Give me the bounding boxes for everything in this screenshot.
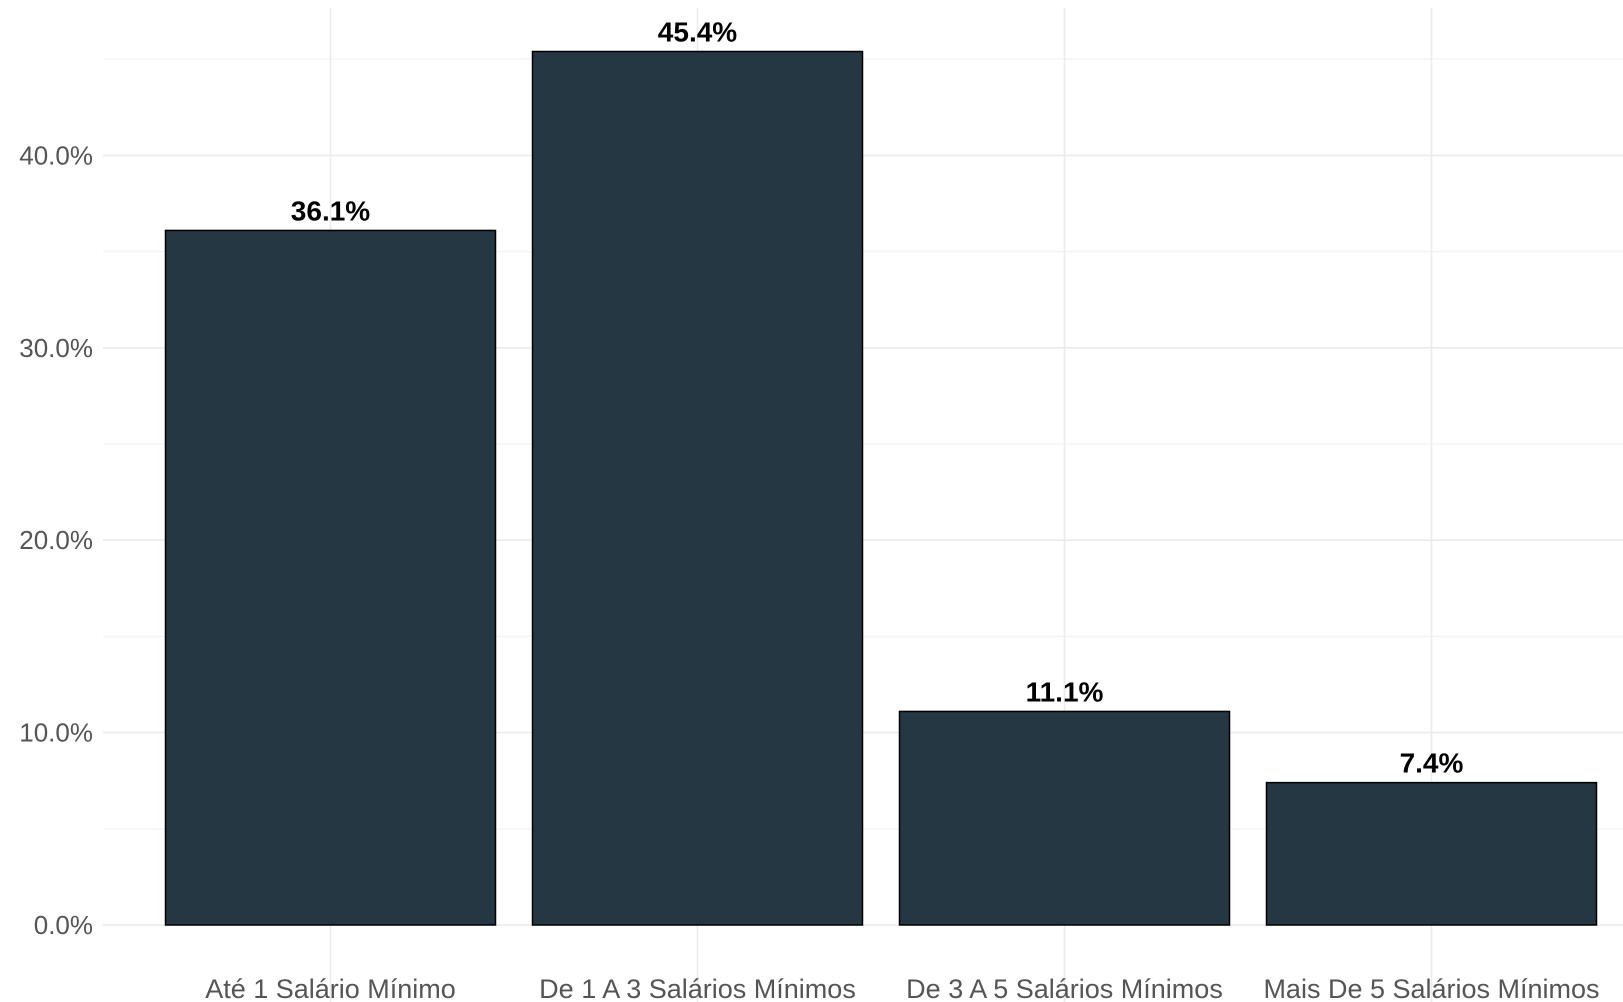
y-tick-label: 30.0% [19, 333, 93, 363]
bar [898, 710, 1231, 926]
bar [1265, 781, 1598, 926]
y-tick-label: 10.0% [19, 718, 93, 748]
bar [164, 229, 497, 926]
bars [164, 50, 1598, 926]
data-label: 36.1% [291, 195, 370, 226]
data-label: 45.4% [658, 17, 737, 48]
data-label: 11.1% [1026, 676, 1104, 707]
bar [531, 50, 864, 926]
y-tick-label: 40.0% [19, 140, 93, 170]
data-label: 7.4% [1400, 748, 1464, 779]
x-tick-label: Mais De 5 Salários Mínimos [1263, 974, 1599, 1002]
y-tick-label: 20.0% [19, 525, 93, 555]
data-labels: 36.1% 45.4% 11.1% 7.4% [291, 17, 1464, 779]
x-tick-label: De 3 A 5 Salários Mínimos [906, 974, 1223, 1002]
x-tick-label: Até 1 Salário Mínimo [205, 974, 456, 1002]
y-axis-tick-labels: 0.0% 10.0% 20.0% 30.0% 40.0% [19, 140, 93, 940]
y-tick-label: 0.0% [34, 910, 93, 940]
x-tick-label: De 1 A 3 Salários Mínimos [539, 974, 856, 1002]
x-axis-tick-labels: Até 1 Salário Mínimo De 1 A 3 Salários Mí… [205, 974, 1599, 1002]
